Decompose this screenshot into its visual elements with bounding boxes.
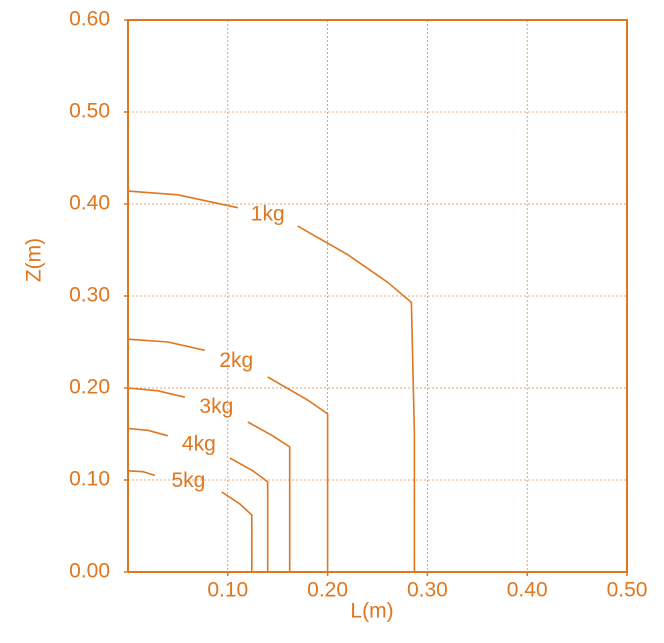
contour-label: 3kg	[199, 395, 233, 418]
x-tick-label: 0.30	[407, 579, 448, 602]
contour-label: 1kg	[251, 202, 285, 225]
contour-label: 4kg	[182, 432, 216, 455]
contour-label: 5kg	[171, 469, 205, 492]
contour-label: 2kg	[219, 349, 253, 372]
contour-line	[127, 190, 416, 572]
y-tick-label: 0.30	[69, 284, 110, 307]
x-axis-title: L(m)	[350, 600, 393, 623]
y-tick-label: 0.00	[69, 560, 110, 583]
y-tick-label: 0.60	[69, 8, 110, 31]
x-tick-label: 0.40	[507, 579, 548, 602]
y-tick-label: 0.20	[69, 376, 110, 399]
contour-line	[127, 338, 329, 572]
y-tick-label: 0.50	[69, 100, 110, 123]
y-tick-label: 0.40	[69, 192, 110, 215]
y-tick-label: 0.10	[69, 468, 110, 491]
y-axis-title: Z(m)	[23, 238, 46, 282]
x-tick-label: 0.10	[207, 579, 248, 602]
contour-line	[127, 470, 253, 572]
x-tick-label: 0.50	[607, 579, 648, 602]
contour-line	[127, 387, 291, 572]
plot-frame	[127, 19, 628, 573]
x-tick-label: 0.20	[307, 579, 348, 602]
contour-line	[127, 427, 269, 572]
